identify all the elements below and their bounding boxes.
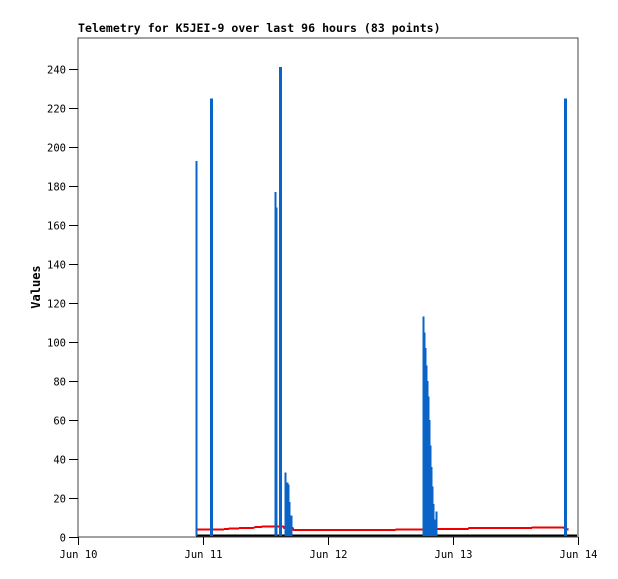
y-tick-label: 200 — [47, 143, 66, 155]
y-tick-label: 40 — [53, 455, 66, 467]
y-tick-label: 20 — [53, 494, 66, 506]
x-tick-label: Jun 13 — [435, 549, 473, 561]
x-tick-label: Jun 10 — [60, 549, 98, 561]
y-tick-label: 180 — [47, 182, 66, 194]
y-tick-label: 240 — [47, 65, 66, 77]
y-tick-label: 0 — [60, 533, 66, 545]
x-tick-label: Jun 12 — [310, 549, 348, 561]
y-tick-label: 160 — [47, 221, 66, 233]
y-tick-label: 220 — [47, 104, 66, 116]
channel-red-line — [196, 525, 569, 531]
x-tick-label: Jun 14 — [560, 549, 598, 561]
y-tick-label: 100 — [47, 338, 66, 350]
y-axis-label: Values — [29, 265, 43, 309]
chart-title: Telemetry for K5JEI-9 over last 96 hours… — [78, 21, 441, 35]
y-tick-label: 120 — [47, 299, 66, 311]
y-tick-label: 60 — [53, 416, 66, 428]
y-tick-label: 80 — [53, 377, 66, 389]
x-tick-label: Jun 11 — [185, 549, 223, 561]
y-tick-label: 140 — [47, 260, 66, 272]
